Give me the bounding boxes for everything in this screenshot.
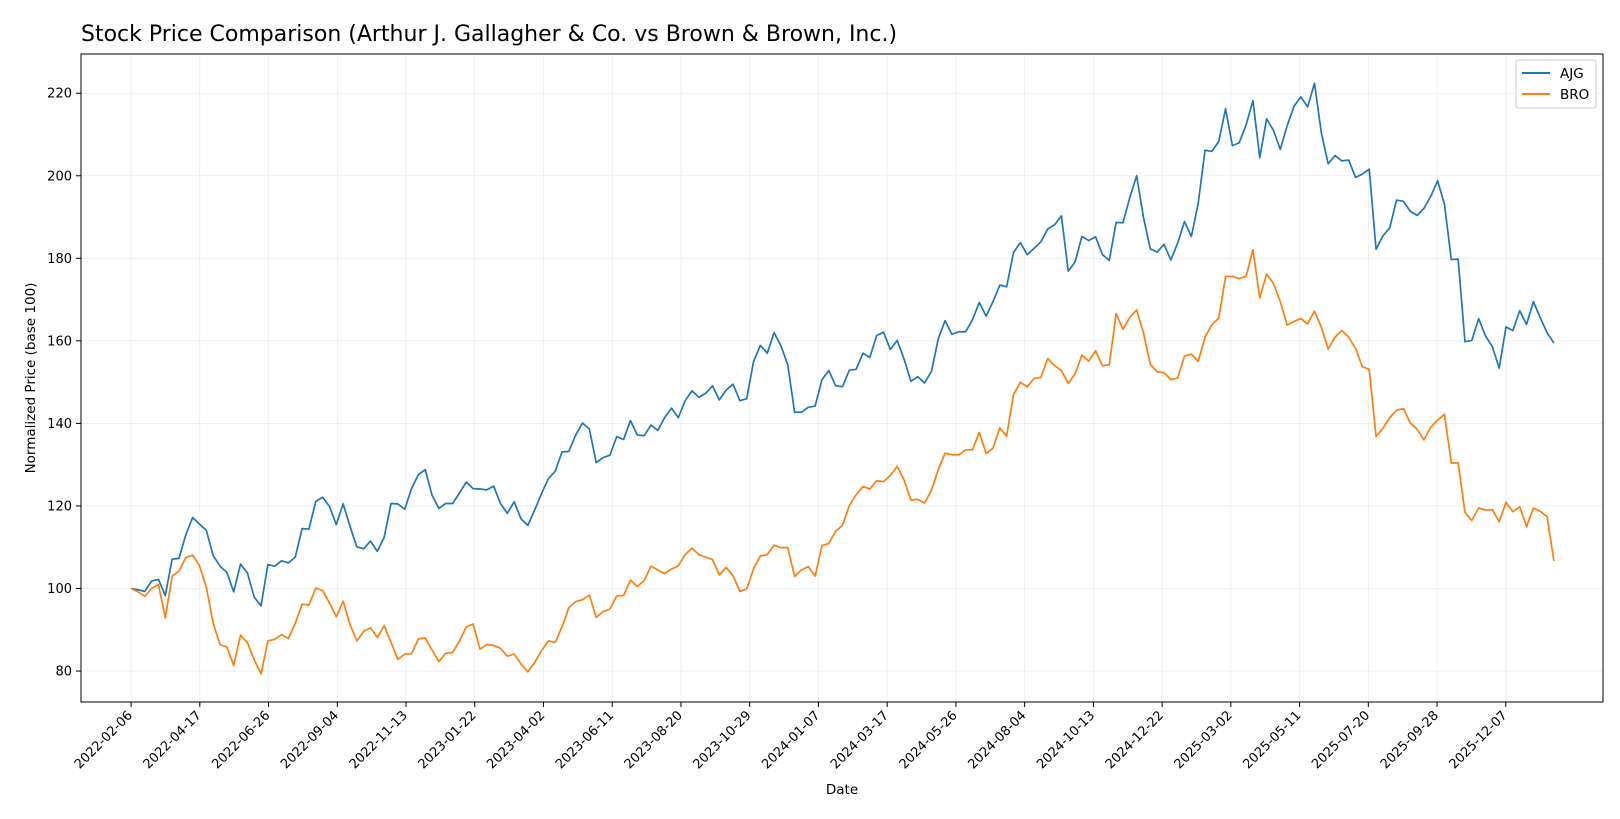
legend-label-ajg: AJG bbox=[1560, 66, 1584, 82]
y-tick-label: 220 bbox=[47, 87, 72, 102]
y-tick-label: 80 bbox=[55, 665, 72, 680]
plot-frame bbox=[80, 53, 1604, 703]
chart-title: Stock Price Comparison (Arthur J. Gallag… bbox=[81, 22, 897, 47]
y-tick-label: 200 bbox=[47, 169, 72, 184]
y-tick-label: 140 bbox=[47, 417, 72, 432]
y-tick-label: 120 bbox=[47, 499, 72, 514]
y-axis-label: Normalized Price (base 100) bbox=[23, 283, 39, 474]
series-layer bbox=[130, 82, 1555, 675]
legend-label-bro: BRO bbox=[1560, 87, 1589, 103]
x-axis-label: Date bbox=[826, 782, 858, 798]
legend: AJG BRO bbox=[1515, 59, 1597, 109]
y-tick-label: 180 bbox=[47, 252, 72, 267]
y-axis: 80 100 120 140 160 180 200 220 bbox=[47, 87, 81, 680]
series-line-bro bbox=[130, 248, 1555, 675]
series-line-ajg bbox=[130, 82, 1555, 607]
y-tick-label: 160 bbox=[47, 334, 72, 349]
y-tick-label: 100 bbox=[47, 582, 72, 597]
